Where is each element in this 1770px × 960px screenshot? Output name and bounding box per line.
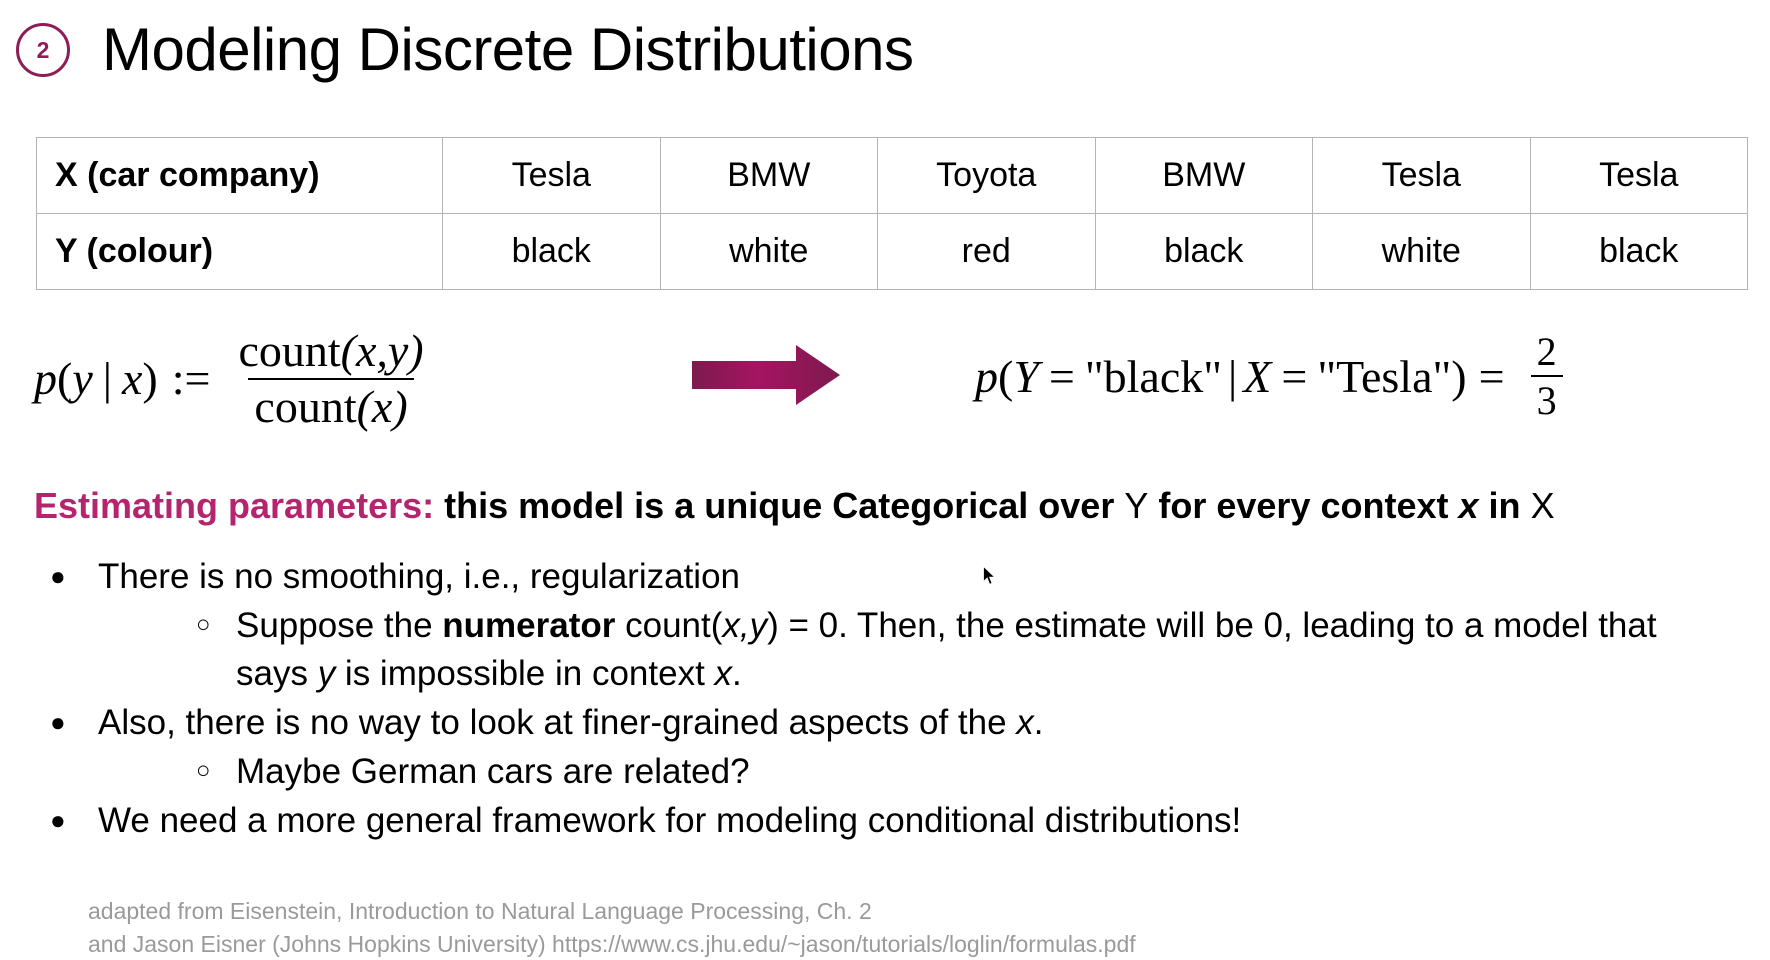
example-value-tesla: "Tesla" [1317,350,1452,402]
table-cell: white [659,213,878,290]
formula-conditional-bar: | [102,353,112,405]
list-item-text: There is no smoothing, i.e., regularizat… [98,553,1736,601]
denominator-count-fn: count [254,380,357,432]
text-segment: is impossible in context [335,653,715,693]
text-segment: . [732,653,742,693]
list-item-text: Suppose the numerator count(x,y) = 0. Th… [236,602,1736,698]
formula-x: x [121,353,143,405]
bullet-marker-icon: ○ [196,756,211,784]
list-item-text: Also, there is no way to look at finer-g… [98,699,1736,747]
table-cell: black [442,213,661,290]
estimating-parameters-label: Estimating parameters: [34,485,435,526]
param-symbol-x: x [1458,485,1479,526]
observations-table: X (car company) Tesla BMW Toyota BMW Tes… [36,137,1748,290]
bullet-marker-icon: ● [50,706,66,737]
example-eq-2: = [1281,350,1308,402]
bullet-marker-icon: ● [50,561,66,591]
text-segment: Also, there is no way to look at finer-g… [98,702,1017,742]
text-segment: Suppose the [236,605,443,645]
right-block-arrow-icon [692,345,840,405]
text-segment: Maybe German cars are related? [236,751,750,791]
formula-y: y [72,353,93,405]
table-cell: black [1529,213,1748,290]
list-item: ○ Maybe German cars are related? [36,748,1736,796]
slide-number-label: 2 [36,36,50,63]
text-segment-italic: x [714,653,733,693]
param-text-3: in [1488,485,1521,526]
list-item: ● Also, there is no way to look at finer… [36,699,1736,747]
text-segment-bold: numerator [442,605,616,645]
text-segment: count( [615,605,723,645]
example-X: X [1243,350,1272,402]
bullet-marker-icon: ● [50,804,66,835]
result-fraction: 2 3 [1530,329,1563,422]
formula-band: p ( y | x ) := count(x,y) count(x) p ( Y… [0,320,1770,440]
attribution-footer: adapted from Eisenstein, Introduction to… [88,895,1136,960]
param-text-2: for every context [1158,485,1449,526]
example-open-paren: ( [998,350,1014,402]
table-row: Y (colour) black white red black white b… [36,213,1748,290]
table-cell: black [1094,213,1313,290]
numerator-args: (x,y) [340,325,424,376]
list-item: ○ Suppose the numerator count(x,y) = 0. … [36,602,1736,698]
denominator-args: (x) [356,380,408,432]
fraction-numerator: count(x,y) [232,326,429,378]
slide-header: 2 Modeling Discrete Distributions [0,0,1770,100]
bullet-marker-icon: ○ [196,610,211,638]
formula-p: p [34,353,57,405]
example-p: p [975,350,998,402]
table-cell: Tesla [1312,137,1531,214]
table-cell: Tesla [442,137,661,214]
fraction-denominator: count(x) [248,377,414,432]
definition-formula: p ( y | x ) := count(x,y) count(x) [34,326,438,431]
attribution-line-2: and Jason Eisner (Johns Hopkins Universi… [88,930,1136,957]
param-symbol-X: X [1530,485,1555,526]
formula-close-paren: ) [142,353,158,405]
list-item-text: We need a more general framework for mod… [98,797,1736,845]
example-probability-formula: p ( Y = "black" | X = "Tesla" ) = 2 3 [975,330,1571,422]
example-close-paren: ) [1451,350,1467,402]
estimating-parameters-line: Estimating parameters: this model is a u… [34,485,1555,527]
text-segment-italic: x,y [722,605,768,645]
table-cell: Tesla [1529,137,1748,214]
table-cell: Toyota [877,137,1096,214]
param-symbol-Y: Y [1124,485,1149,526]
example-Y: Y [1013,350,1039,402]
table-cell: white [1312,213,1531,290]
list-item-text: Maybe German cars are related? [236,748,1736,796]
bullet-list: ● There is no smoothing, i.e., regulariz… [36,553,1736,846]
param-text-1: this model is a unique Categorical over [444,485,1115,526]
text-segment: We need a more general framework for mod… [98,800,1242,840]
result-numerator: 2 [1536,329,1557,374]
table-row-header-y: Y (colour) [36,213,443,290]
table-body: X (car company) Tesla BMW Toyota BMW Tes… [36,137,1748,290]
example-value-black: "black" [1084,350,1223,402]
formula-defined-as: := [171,353,211,405]
text-segment: . [1033,702,1044,742]
text-segment-italic: x [1016,702,1034,742]
example-eq-3: = [1478,350,1505,402]
mouse-cursor-icon [983,565,997,586]
result-denominator: 3 [1530,375,1563,422]
formula-open-paren: ( [57,353,73,405]
list-item: ● We need a more general framework for m… [36,797,1736,845]
example-eq-1: = [1048,350,1075,402]
example-conditional-bar: | [1228,350,1238,402]
table-cell: BMW [659,137,878,214]
attribution-line-1: adapted from Eisenstein, Introduction to… [88,898,872,924]
text-segment: There is no smoothing, i.e., regularizat… [98,557,740,596]
list-item: ● There is no smoothing, i.e., regulariz… [36,553,1736,601]
table-row: X (car company) Tesla BMW Toyota BMW Tes… [36,137,1748,214]
numerator-count-fn: count [238,325,341,376]
table-row-header-x: X (car company) [36,137,443,214]
text-segment-italic: y [317,653,336,693]
page-title: Modeling Discrete Distributions [102,16,914,83]
slide-number-badge: 2 [16,23,70,77]
count-fraction: count(x,y) count(x) [232,326,429,431]
table-cell: red [877,213,1096,290]
text-segment: ) = 0. Then, the estimate will be 0, lea… [236,605,1657,693]
table-cell: BMW [1094,137,1313,214]
